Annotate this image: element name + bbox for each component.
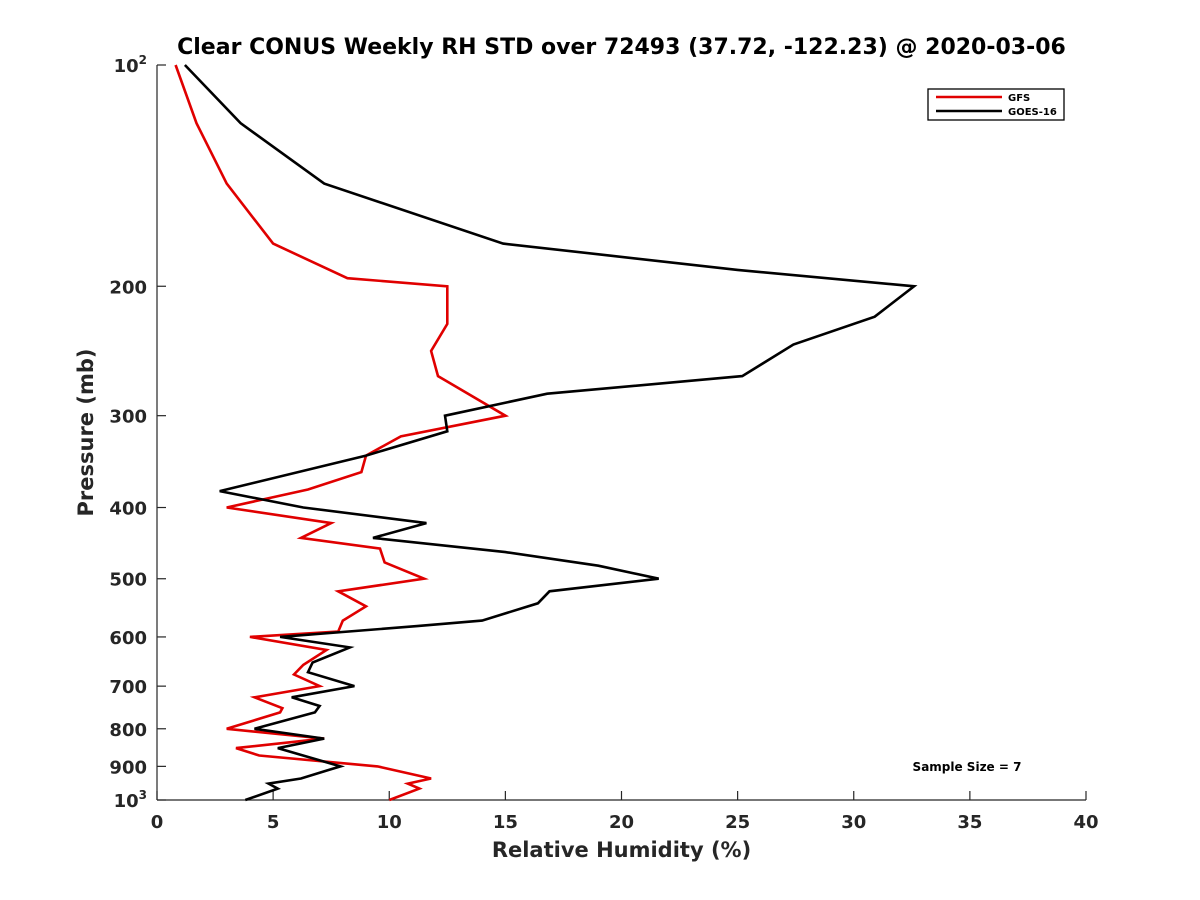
series-layer — [174, 64, 918, 802]
x-tick-label: 5 — [267, 812, 280, 833]
x-tick-label: 10 — [377, 812, 402, 833]
sample-size-annotation: Sample Size = 7 — [913, 760, 1022, 774]
x-tick-label: 0 — [151, 812, 164, 833]
x-tick-label: 20 — [609, 812, 634, 833]
x-tick-label: 30 — [841, 812, 866, 833]
y-tick-label: 700 — [109, 677, 147, 698]
legend-label: GFS — [1008, 93, 1030, 104]
y-axis-label: Pressure (mb) — [74, 349, 98, 517]
y-tick-label: 900 — [109, 757, 147, 778]
legend: GFS GOES-16 — [927, 88, 1065, 121]
y-tick-label: 200 — [109, 277, 147, 298]
y-tick-label: 500 — [109, 570, 147, 591]
x-axis-label: Relative Humidity (%) — [492, 838, 751, 862]
y-tick-label: 300 — [109, 407, 147, 428]
y-tick-label: 102 — [114, 53, 147, 77]
legend-label: GOES-16 — [1008, 107, 1057, 118]
x-tick-label: 25 — [725, 812, 750, 833]
series-line-gfs — [174, 64, 510, 802]
y-tick-label: 800 — [109, 720, 147, 741]
x-tick-label: 35 — [957, 812, 982, 833]
series-line-goes-16 — [183, 64, 918, 802]
x-tick-label: 15 — [493, 812, 518, 833]
y-tick-label: 400 — [109, 499, 147, 520]
x-tick-label: 40 — [1073, 812, 1098, 833]
x-axis-ticks: 0 5 10 15 20 25 30 35 40 — [151, 791, 1099, 833]
legend-box — [927, 88, 1065, 121]
y-axis-ticks: 102 200 300 400 500 600 700 800 900 103 — [109, 53, 166, 812]
y-tick-label: 600 — [109, 628, 147, 649]
chart-title: Clear CONUS Weekly RH STD over 72493 (37… — [177, 35, 1066, 60]
y-tick-label: 103 — [114, 788, 147, 812]
